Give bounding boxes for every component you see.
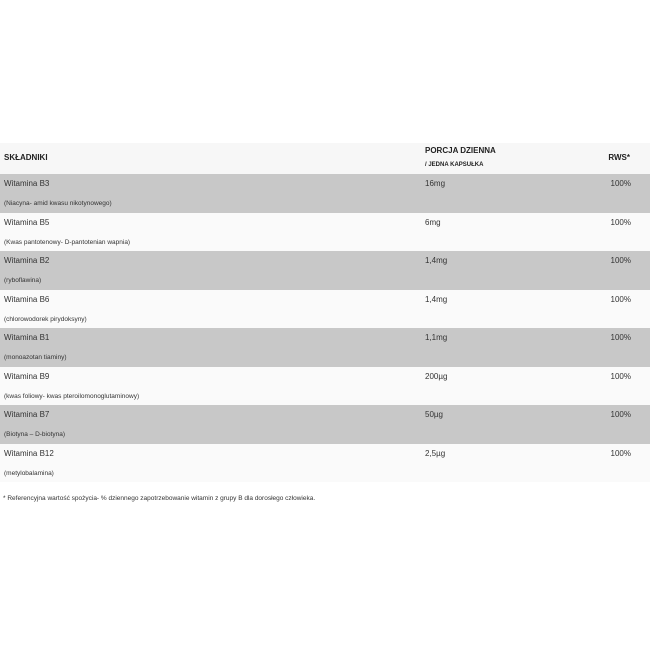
ingredient-name: Witamina B2 bbox=[4, 256, 50, 265]
table-row: Witamina B9 (kwas foliowy- kwas pteroilom… bbox=[0, 366, 650, 405]
daily-dose: 1,4mg bbox=[425, 256, 448, 265]
rws-percent: 100% bbox=[610, 333, 631, 342]
ingredient-description: (ryboflawina) bbox=[4, 277, 42, 284]
header-dose-sub: / JEDNA KAPSUŁKA bbox=[425, 162, 484, 168]
ingredient-description: (monoazotan tiaminy) bbox=[4, 354, 67, 361]
header-ingredients: SKŁADNIKI bbox=[4, 153, 48, 162]
table-row: Witamina B7 (Biotyna – D-biotyna) 50µg 100% bbox=[0, 405, 650, 444]
ingredient-description: (kwas foliowy- kwas pteroilomonoglutamin… bbox=[4, 392, 140, 400]
rws-percent: 100% bbox=[610, 294, 631, 304]
rws-percent: 100% bbox=[610, 179, 631, 188]
ingredient-description: (Niacyna- amid kwasu nikotynowego) bbox=[4, 200, 112, 207]
rws-percent: 100% bbox=[610, 371, 631, 381]
table-row: Witamina B1 (monoazotan tiaminy) 1,1mg 100% bbox=[0, 328, 650, 367]
daily-dose: 1,1mg bbox=[425, 333, 448, 342]
ingredient-name: Witamina B3 bbox=[4, 179, 50, 188]
daily-dose: 1,4mg bbox=[425, 294, 448, 304]
ingredient-description: (Biotyna – D-biotyna) bbox=[4, 431, 66, 438]
ingredient-description: (Kwas pantotenowy- D-pantotenian wapnia) bbox=[4, 238, 131, 246]
table-row: Witamina B12 (metylobalamina) 2,5µg 100% bbox=[0, 443, 650, 482]
table-header: SKŁADNIKI PORCJA DZIENNA / JEDNA KAPSUŁK… bbox=[0, 143, 650, 174]
ingredient-name: Witamina B12 bbox=[4, 448, 54, 458]
ingredient-name: Witamina B5 bbox=[4, 217, 50, 227]
ingredient-description: (metylobalamina) bbox=[4, 469, 54, 477]
footnote: * Referencyjna wartość spożycia- % dzien… bbox=[3, 495, 316, 502]
ingredient-name: Witamina B9 bbox=[4, 371, 50, 381]
header-rws: RWS* bbox=[608, 153, 630, 162]
rws-percent: 100% bbox=[610, 448, 631, 458]
ingredient-name: Witamina B7 bbox=[4, 410, 50, 419]
table-row: Witamina B3 (Niacyna- amid kwasu nikotyno… bbox=[0, 174, 650, 213]
ingredient-description: (chlorowodorek pirydoksyny) bbox=[4, 315, 87, 323]
ingredient-name: Witamina B6 bbox=[4, 294, 50, 304]
ingredients-table: SKŁADNIKI PORCJA DZIENNA / JEDNA KAPSUŁK… bbox=[0, 143, 650, 482]
daily-dose: 200µg bbox=[425, 371, 448, 381]
ingredient-name: Witamina B1 bbox=[4, 333, 50, 342]
table-row: Witamina B5 (Kwas pantotenowy- D-pantoten… bbox=[0, 212, 650, 251]
table-row: Witamina B2 (ryboflawina) 1,4mg 100% bbox=[0, 251, 650, 290]
header-dose: PORCJA DZIENNA bbox=[425, 146, 496, 155]
rws-percent: 100% bbox=[610, 410, 631, 419]
daily-dose: 16mg bbox=[425, 179, 446, 188]
daily-dose: 50µg bbox=[425, 410, 443, 419]
daily-dose: 6mg bbox=[425, 217, 441, 227]
rws-percent: 100% bbox=[610, 256, 631, 265]
daily-dose: 2,5µg bbox=[425, 448, 446, 458]
rws-percent: 100% bbox=[610, 217, 631, 227]
table-row: Witamina B6 (chlorowodorek pirydoksyny) 1,… bbox=[0, 289, 650, 328]
